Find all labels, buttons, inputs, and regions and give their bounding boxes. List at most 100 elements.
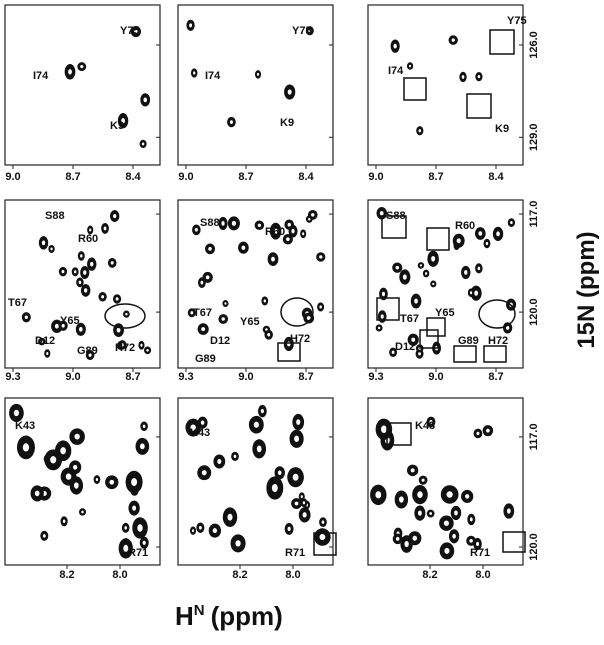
- peak-center: [221, 221, 225, 226]
- peak-center: [287, 526, 291, 531]
- peak-center: [469, 291, 473, 295]
- peak-center: [429, 419, 433, 424]
- peak-center: [116, 327, 121, 333]
- peak-center: [417, 491, 423, 498]
- x-tick-label: 9.0: [178, 171, 193, 183]
- peak-center: [452, 533, 456, 539]
- panel-frame: [367, 397, 524, 566]
- peak-center: [110, 261, 114, 265]
- y-tick-label: 117.0: [528, 201, 540, 228]
- peak-center: [231, 220, 237, 226]
- peaks: [187, 209, 326, 352]
- peak-label: H72: [115, 342, 135, 354]
- peak-label: K43: [190, 427, 210, 439]
- peak-center: [40, 340, 44, 343]
- peak-center: [115, 297, 119, 301]
- peak-center: [205, 275, 210, 280]
- peak-center: [469, 539, 473, 543]
- peak-label: Y65: [435, 307, 455, 319]
- x-tick-label: 8.4: [488, 171, 504, 183]
- peak-center: [380, 425, 387, 434]
- peak-center: [277, 470, 282, 476]
- peak-center: [134, 29, 138, 34]
- peak-center: [454, 510, 458, 516]
- highlight-box: [466, 93, 492, 119]
- peak-center: [474, 290, 479, 296]
- peak-center: [302, 512, 307, 518]
- peak-center: [189, 23, 193, 28]
- x-axis-label: HN (ppm): [175, 601, 283, 631]
- peak-center: [146, 348, 149, 352]
- peak-center: [103, 226, 107, 231]
- peak-center: [141, 142, 145, 146]
- peak-center: [217, 459, 222, 464]
- peak-center: [113, 213, 117, 219]
- peak-center: [191, 529, 195, 533]
- peak-center: [375, 491, 382, 499]
- peak-center: [461, 75, 465, 79]
- peak-center: [13, 409, 19, 417]
- peak-center: [465, 494, 470, 499]
- peak-center: [227, 513, 233, 521]
- peak-center: [377, 326, 381, 330]
- peak-center: [120, 343, 124, 347]
- panel-frame: [4, 199, 161, 369]
- peak-label: G89: [77, 345, 98, 357]
- peak-center: [257, 223, 262, 227]
- peak-center: [486, 428, 490, 433]
- peak-center: [132, 505, 137, 511]
- x-tick-label: 8.4: [125, 171, 141, 183]
- peak-center: [50, 247, 53, 251]
- highlight-box: [453, 345, 477, 363]
- peak-label: R60: [455, 220, 475, 232]
- peak-center: [419, 264, 423, 267]
- peak-center: [201, 327, 206, 332]
- peak-label: T67: [8, 297, 27, 309]
- peaks: [185, 404, 331, 553]
- peak-center: [294, 435, 300, 442]
- peak-center: [142, 540, 146, 545]
- peak-center: [291, 228, 295, 234]
- peak-center: [286, 237, 290, 242]
- x-tick-label: 8.7: [65, 171, 80, 183]
- peak-center: [476, 541, 480, 547]
- peaks: [186, 19, 314, 128]
- peak-center: [395, 265, 400, 270]
- peak-label: K9: [495, 123, 509, 135]
- peak-center: [399, 496, 404, 503]
- peak-center: [61, 269, 65, 274]
- peak-center: [412, 535, 418, 541]
- x-tick-label: 8.7: [238, 171, 253, 183]
- peak-center: [510, 221, 513, 225]
- peak-label: Y75: [507, 15, 527, 27]
- peak-label: G89: [195, 353, 216, 365]
- peak-label: T67: [400, 313, 419, 325]
- peak-center: [95, 477, 99, 482]
- peak-label: Y65: [240, 316, 260, 328]
- peak-center: [410, 468, 415, 473]
- peak-center: [78, 280, 82, 285]
- peak-center: [34, 490, 40, 497]
- peaks: [9, 403, 150, 559]
- peak-center: [208, 246, 212, 251]
- peak-center: [143, 97, 147, 103]
- peak-center: [194, 227, 198, 232]
- peak-center: [88, 353, 92, 357]
- peak-label: G89: [458, 335, 479, 347]
- x-tick-label: 9.3: [5, 371, 20, 383]
- x-tick-label: 8.2: [59, 569, 74, 581]
- peak-center: [476, 431, 480, 436]
- x-label-main: H: [175, 601, 194, 631]
- peak-center: [505, 325, 510, 330]
- peak-center: [429, 512, 433, 515]
- x-tick-label: 8.0: [285, 569, 300, 581]
- peak-center: [200, 420, 205, 425]
- peak-center: [79, 327, 83, 332]
- peak-label: K43: [415, 420, 435, 432]
- peak-center: [41, 240, 46, 246]
- peaks: [64, 26, 151, 149]
- peak-center: [60, 447, 67, 455]
- peak-center: [137, 524, 143, 532]
- peak-center: [235, 540, 241, 547]
- peak-center: [80, 65, 84, 69]
